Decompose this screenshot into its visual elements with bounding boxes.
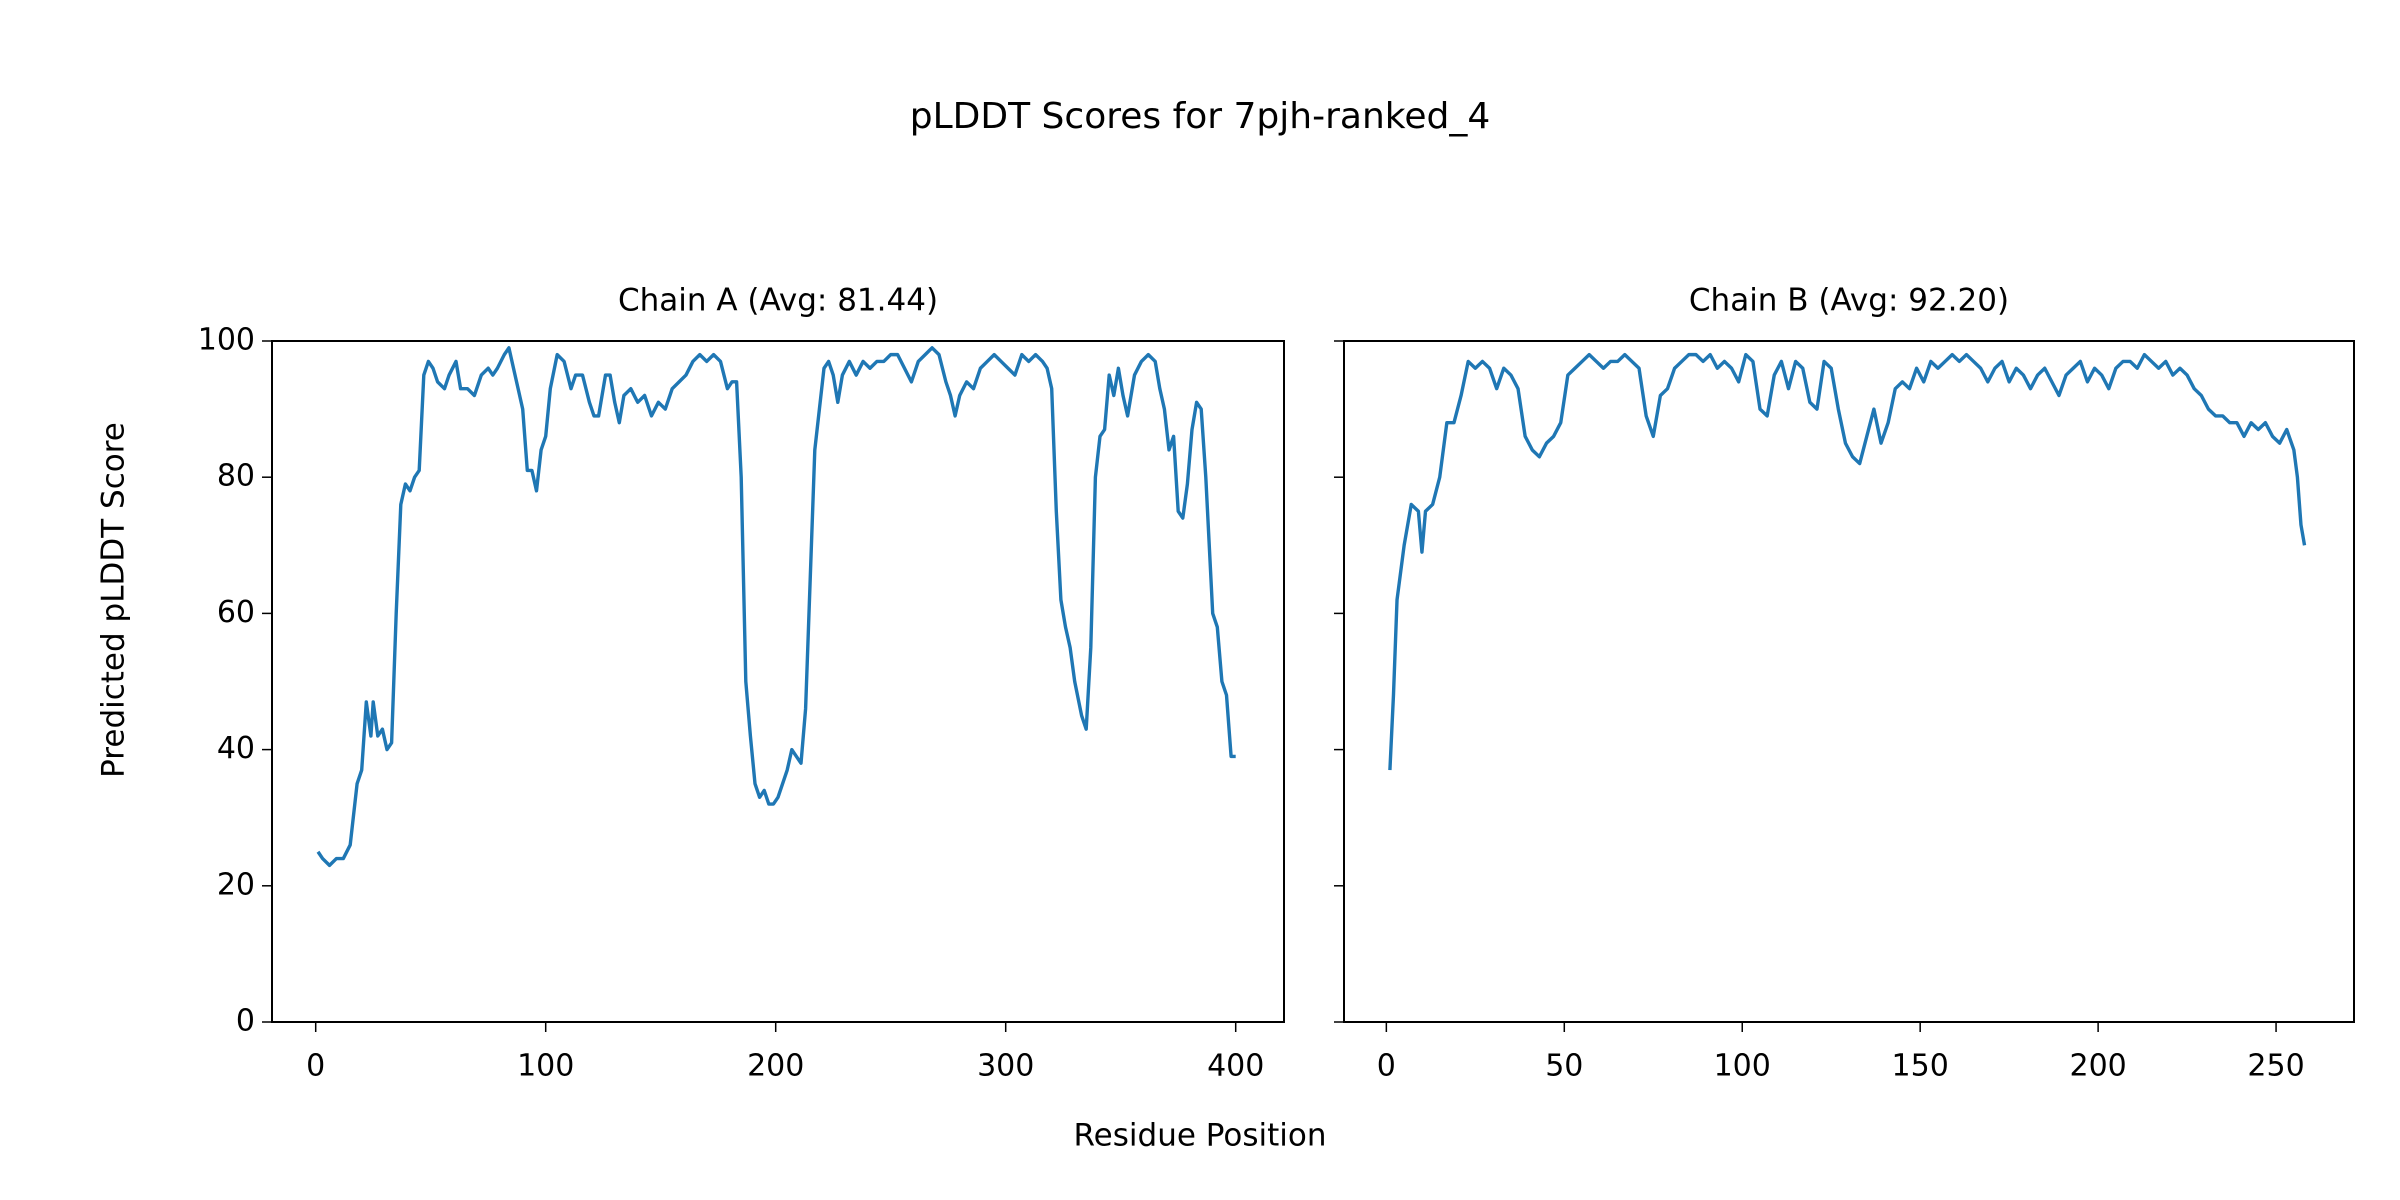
x-tick-label: 400	[1207, 1049, 1264, 1084]
subplot-title: Chain B (Avg: 92.20)	[1689, 283, 2009, 319]
axes-frame	[1343, 340, 2355, 1023]
data-line	[1388, 352, 2307, 771]
figure-title: pLDDT Scores for 7pjh-ranked_4	[910, 96, 1490, 137]
x-tick-label: 200	[747, 1049, 804, 1084]
y-tick-label: 100	[198, 323, 255, 358]
x-tick-label: 200	[2069, 1049, 2126, 1084]
x-tick-label: 100	[517, 1049, 574, 1084]
x-tick-label: 0	[1377, 1049, 1396, 1084]
x-tick-label: 300	[977, 1049, 1034, 1084]
y-tick-label: 40	[217, 731, 255, 766]
y-axis-label: Predicted pLDDT Score	[96, 422, 132, 778]
y-tick-label: 0	[236, 1004, 255, 1039]
x-tick-label: 100	[1714, 1049, 1771, 1084]
x-tick-label: 50	[1545, 1049, 1583, 1084]
y-tick-label: 20	[217, 867, 255, 902]
x-tick-label: 250	[2247, 1049, 2304, 1084]
x-tick-label: 0	[306, 1049, 325, 1084]
y-tick-label: 80	[217, 459, 255, 494]
data-line	[316, 346, 1236, 868]
y-tick-label: 60	[217, 595, 255, 630]
subplot-title: Chain A (Avg: 81.44)	[618, 283, 938, 319]
x-tick-label: 150	[1892, 1049, 1949, 1084]
x-axis-label: Residue Position	[1074, 1118, 1327, 1154]
axes-frame	[271, 340, 1285, 1023]
